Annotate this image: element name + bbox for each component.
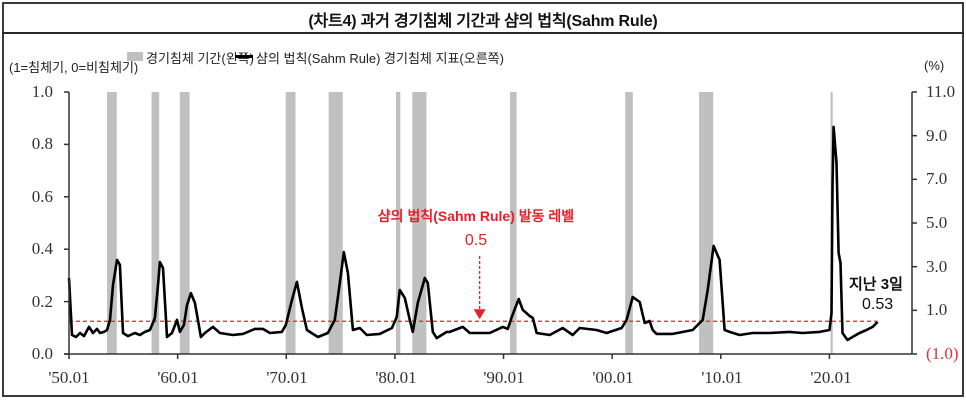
arrow-head-icon bbox=[473, 309, 486, 320]
recession-bar bbox=[179, 92, 190, 354]
latest-label: 지난 3일 bbox=[849, 276, 903, 293]
recession-bar bbox=[510, 92, 517, 354]
legend-recession-swatch bbox=[127, 52, 143, 61]
legend-recession-label: 경기침체 기간(왼쪽) bbox=[146, 51, 254, 66]
trigger-level-label: 샴의 법칙(Sahm Rule) 발동 레벨 bbox=[377, 208, 575, 224]
recession-bar bbox=[395, 92, 401, 354]
recession-bar bbox=[625, 92, 633, 354]
legend-sahm-swatch bbox=[235, 55, 253, 58]
x-tick-label: '10.01 bbox=[701, 368, 743, 387]
threshold-arrow-icon bbox=[473, 256, 486, 320]
x-tick-label: '70.01 bbox=[266, 368, 308, 387]
right-tick-label: 3.0 bbox=[926, 257, 948, 276]
recession-bar bbox=[285, 92, 296, 354]
x-tick-label: '60.01 bbox=[157, 368, 199, 387]
title-divider bbox=[2, 32, 964, 34]
right-tick-label: 11.0 bbox=[926, 82, 956, 101]
left-tick-label: 1.0 bbox=[31, 82, 53, 101]
left-tick-label: 0.6 bbox=[31, 187, 53, 206]
trigger-level-value: 0.5 bbox=[464, 232, 488, 249]
x-tick-label: '00.01 bbox=[592, 368, 634, 387]
x-tick-label: '80.01 bbox=[375, 368, 417, 387]
recession-bar bbox=[699, 92, 714, 354]
left-tick-label: 0.4 bbox=[31, 239, 53, 258]
legend-sahm-label: 샴의 법칙(Sahm Rule) 경기침체 지표(오른쪽) bbox=[256, 51, 504, 66]
axes bbox=[64, 91, 917, 359]
right-tick-label: 5.0 bbox=[926, 213, 948, 232]
right-tick-label: 7.0 bbox=[926, 169, 948, 188]
left-tick-label: 0.0 bbox=[31, 344, 53, 363]
x-tick-label: '90.01 bbox=[483, 368, 525, 387]
sahm-line bbox=[67, 125, 879, 342]
recession-bar bbox=[151, 92, 160, 354]
left-axis-note: (1=침체기, 0=비침체기) bbox=[9, 60, 139, 75]
left-tick-label: 0.8 bbox=[31, 134, 53, 153]
right-tick-label-negative: (1.0) bbox=[926, 344, 959, 363]
x-tick-label: '50.01 bbox=[48, 368, 90, 387]
right-tick-label: 1.0 bbox=[926, 300, 948, 319]
right-tick-label: 9.0 bbox=[926, 126, 948, 145]
recession-bar bbox=[107, 92, 117, 354]
x-tick-label: '20.01 bbox=[810, 368, 852, 387]
chart-title: (차트4) 과거 경기침체 기간과 샴의 법칙(Sahm Rule) bbox=[308, 13, 658, 30]
latest-value: 0.53 bbox=[862, 296, 894, 313]
left-tick-label: 0.2 bbox=[31, 292, 53, 311]
sahm-polyline bbox=[67, 125, 879, 342]
right-axis-unit: (%) bbox=[924, 58, 945, 73]
